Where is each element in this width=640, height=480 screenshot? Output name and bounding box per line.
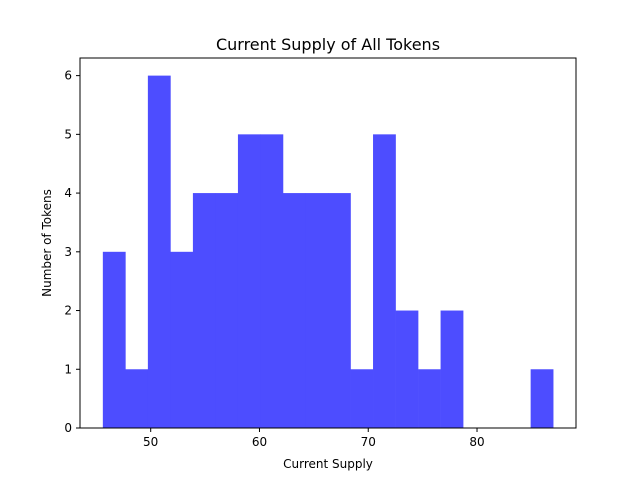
y-tick-label: 2 xyxy=(64,304,72,318)
y-tick-label: 3 xyxy=(64,245,72,259)
histogram-bar xyxy=(350,369,374,428)
x-axis-label: Current Supply xyxy=(283,457,373,471)
histogram-bar xyxy=(147,75,171,428)
y-axis-label: Number of Tokens xyxy=(40,189,54,297)
y-tick-label: 1 xyxy=(64,362,72,376)
histogram-bar xyxy=(395,310,419,428)
histogram-bar xyxy=(237,134,261,428)
x-axis-ticks: 50 60 70 80 xyxy=(143,428,485,449)
histogram-bar xyxy=(170,251,194,428)
histogram-bar xyxy=(305,193,329,428)
histogram-bar xyxy=(125,369,149,428)
y-tick-label: 0 xyxy=(64,421,72,435)
histogram-bar xyxy=(328,193,351,428)
histogram-bar xyxy=(192,193,216,428)
x-tick-label: 70 xyxy=(361,435,376,449)
y-axis-ticks: 0 1 2 3 4 5 6 xyxy=(64,69,80,435)
y-tick-label: 6 xyxy=(64,69,72,83)
y-tick-label: 5 xyxy=(64,127,72,141)
histogram-bar xyxy=(282,193,306,428)
histogram-bar xyxy=(215,193,239,428)
histogram-bar xyxy=(530,369,554,428)
histogram-bar xyxy=(260,134,284,428)
histogram-bar xyxy=(440,310,464,428)
bars-group xyxy=(102,75,554,428)
histogram-bar xyxy=(418,369,441,428)
histogram-bar xyxy=(373,134,396,428)
plot-frame xyxy=(79,57,577,429)
x-tick-label: 60 xyxy=(252,435,267,449)
y-tick-label: 4 xyxy=(64,186,72,200)
chart-title: Current Supply of All Tokens xyxy=(216,35,440,54)
x-tick-label: 50 xyxy=(143,435,158,449)
x-tick-label: 80 xyxy=(469,435,484,449)
histogram-bar xyxy=(102,251,126,428)
